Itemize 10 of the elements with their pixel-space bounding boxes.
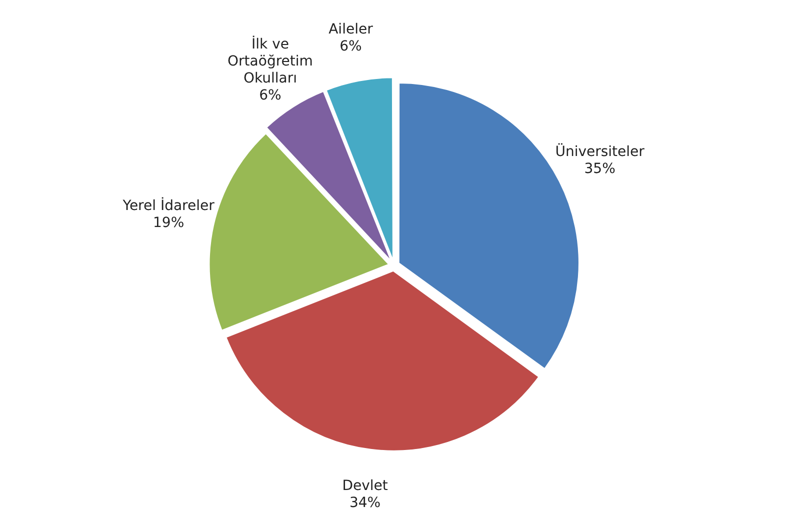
slice-label: İlk ve Ortaöğretim Okulları bbox=[228, 36, 313, 87]
data-label: 6% bbox=[259, 88, 282, 104]
data-label: 6% bbox=[340, 38, 362, 55]
data-label: 35% bbox=[584, 160, 616, 177]
slice-label: Aileler bbox=[328, 22, 374, 38]
slice-label: Üniversiteler bbox=[555, 142, 645, 160]
slice-label: Yerel İdareler bbox=[122, 197, 215, 214]
data-label: 19% bbox=[153, 215, 184, 232]
slice-label: Devlet bbox=[342, 478, 388, 494]
data-label: 34% bbox=[349, 494, 381, 511]
